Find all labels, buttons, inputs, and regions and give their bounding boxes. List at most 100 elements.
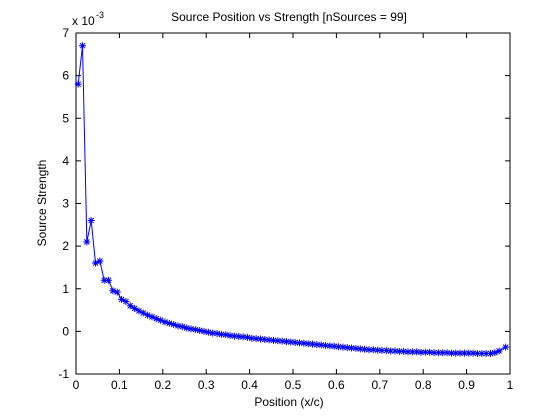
data-point [387, 347, 395, 355]
y-tick-label: -1 [58, 367, 69, 381]
data-point [122, 298, 130, 306]
y-axis-ticks: -1 0 1 2 3 4 5 6 7 [58, 26, 510, 381]
data-point [230, 332, 238, 340]
data-point [439, 349, 447, 357]
data-point [278, 337, 286, 345]
data-point [144, 311, 152, 319]
data-point [413, 348, 421, 356]
data-point [343, 344, 351, 352]
axes-box [75, 32, 511, 375]
x-tick-label: 0.1 [111, 378, 128, 392]
y-tick-label: 5 [62, 111, 69, 125]
data-point [417, 348, 425, 356]
data-point [478, 350, 486, 358]
data-point [430, 349, 438, 357]
data-point [369, 346, 377, 354]
data-point [265, 336, 273, 344]
series-group [74, 42, 510, 358]
data-point [217, 330, 225, 338]
data-point [191, 326, 199, 334]
data-point [356, 345, 364, 353]
data-point [209, 329, 217, 337]
data-point [139, 309, 147, 317]
data-point [491, 349, 499, 357]
y-exponent-label: x 10 -3 [72, 10, 104, 28]
x-axis-label: Position (x/c) [254, 395, 323, 409]
data-point [434, 349, 442, 357]
data-point [113, 288, 121, 296]
data-point [374, 346, 382, 354]
data-point [161, 318, 169, 326]
data-point [252, 335, 260, 343]
y-tick-label: 3 [62, 197, 69, 211]
data-point [157, 316, 165, 324]
data-point [486, 350, 494, 358]
x-tick-label: 0.8 [415, 378, 432, 392]
data-point [109, 287, 117, 295]
x-tick-label: 0.6 [328, 378, 345, 392]
x-tick-label: 0.4 [241, 378, 258, 392]
data-point [174, 322, 182, 330]
data-point [296, 339, 304, 347]
data-point [135, 307, 143, 315]
data-point [460, 349, 468, 357]
data-point [495, 347, 503, 355]
data-point [118, 295, 126, 303]
data-point [79, 42, 87, 50]
plot-area: 0 0.1 0.2 0.3 0.4 0.5 0.6 0.7 0.8 0.9 1 -1 0 1 2 3 4 5 6 7 [58, 26, 513, 392]
data-point [447, 349, 455, 357]
y-exponent-base: x 10 [72, 14, 95, 28]
data-point [382, 347, 390, 355]
x-tick-label: 0 [73, 378, 80, 392]
data-point [400, 347, 408, 355]
y-tick-label: 2 [62, 239, 69, 253]
data-point [426, 348, 434, 356]
data-point [452, 349, 460, 357]
data-point [126, 302, 134, 310]
data-point [274, 337, 282, 345]
data-point [404, 348, 412, 356]
data-point [148, 313, 156, 321]
data-point [261, 335, 269, 343]
data-point [269, 336, 277, 344]
data-point [352, 344, 360, 352]
data-point [378, 347, 386, 355]
data-point [317, 341, 325, 349]
data-point [339, 343, 347, 351]
data-point [178, 323, 186, 331]
data-point [105, 276, 113, 284]
data-point [421, 348, 429, 356]
y-exponent-power: -3 [96, 10, 104, 20]
data-point [74, 80, 82, 88]
chart-title: Source Position vs Strength [nSources = … [171, 10, 407, 24]
data-point [83, 238, 91, 246]
data-point [291, 338, 299, 346]
data-point [313, 341, 321, 349]
x-tick-label: 0.3 [198, 378, 215, 392]
data-point [391, 347, 399, 355]
data-point [200, 327, 208, 335]
data-point [443, 349, 451, 357]
x-tick-label: 0.9 [458, 378, 475, 392]
data-point [469, 349, 477, 357]
x-tick-label: 1 [507, 378, 514, 392]
data-point [473, 350, 481, 358]
data-point [165, 319, 173, 327]
x-tick-label: 0.7 [371, 378, 388, 392]
data-point [300, 339, 308, 347]
data-point [196, 327, 204, 335]
data-point [213, 330, 221, 338]
data-point [330, 342, 338, 350]
data-point [395, 347, 403, 355]
data-point [282, 338, 290, 346]
y-axis-label: Source Strength [35, 160, 49, 247]
x-axis-ticks: 0 0.1 0.2 0.3 0.4 0.5 0.6 0.7 0.8 0.9 1 [73, 33, 514, 392]
data-point [248, 334, 256, 342]
y-tick-label: 4 [62, 154, 69, 168]
y-tick-label: 0 [62, 324, 69, 338]
data-point [170, 321, 178, 329]
data-point [502, 343, 510, 351]
y-tick-label: 6 [62, 69, 69, 83]
data-point [256, 335, 264, 343]
data-point [152, 315, 160, 323]
